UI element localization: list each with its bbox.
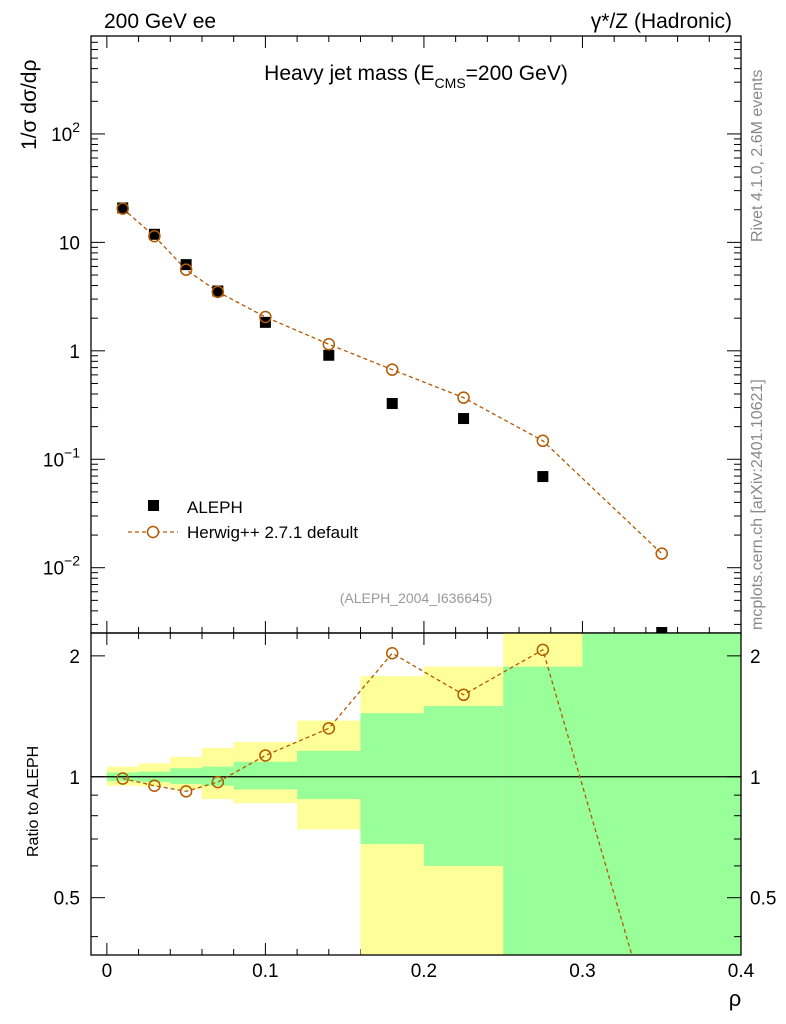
y-tick-exponent: 2	[72, 119, 80, 135]
y-tick-exponent: −2	[64, 553, 80, 569]
header-energy-label: 200 GeV ee	[104, 10, 216, 33]
x-tick-label: 0.1	[252, 961, 278, 982]
ratio-y-axis-label: Ratio to ALEPH	[25, 746, 42, 857]
ratio-herwig-point	[457, 688, 470, 702]
ratio-inner-band-2	[170, 768, 202, 784]
ratio-inner-band-5	[297, 750, 361, 800]
ratio-y-tick-label-right: 0.5	[750, 889, 776, 910]
main-plot-title: Heavy jet mass (ECMS=200 GeV)	[264, 62, 568, 91]
ratio-herwig-point	[148, 779, 161, 792]
ratio-herwig-point	[211, 775, 225, 789]
aleph-data-point	[537, 471, 549, 483]
y-tick-base: 10	[51, 125, 72, 146]
herwig-point	[457, 391, 470, 404]
herwig-point	[259, 310, 272, 324]
aleph-data-point	[458, 413, 470, 425]
ratio-y-tick-label-left: 2	[69, 647, 80, 668]
ratio-plot-frame	[90, 632, 742, 956]
herwig-point	[148, 229, 161, 243]
aleph-data-point	[386, 398, 398, 410]
main-plot-frame	[90, 35, 742, 634]
ratio-outer-low-band-0	[360, 844, 424, 955]
ratio-inner-band-4	[233, 761, 298, 790]
legend-herwig-label: Herwig++ 2.7.1 default	[187, 523, 358, 542]
x-axis-label: ρ	[729, 986, 742, 1011]
side-mcplots-label: mcplots.cern.ch [arXiv:2401.10621]	[749, 379, 766, 630]
x-tick-label: 0.3	[569, 961, 595, 982]
herwig-point	[211, 285, 225, 299]
ratio-herwig-point	[179, 785, 193, 798]
legend: ALEPH Herwig++ 2.7.1 default	[128, 498, 358, 542]
y-tick-label: 1	[69, 342, 80, 363]
ratio-herwig-point	[385, 647, 399, 660]
herwig-point	[116, 202, 129, 215]
main-y-axis-label: 1/σ dσ/dρ	[18, 60, 41, 150]
ratio-herwig-point	[116, 772, 129, 785]
ratio-herwig-point	[259, 749, 272, 762]
ratio-y-tick-label-right: 1	[750, 768, 761, 789]
ratio-inner-band-9	[582, 633, 741, 955]
herwig-point	[385, 363, 399, 376]
aleph-data-point	[148, 228, 160, 240]
header-process-label: γ*/Z (Hadronic)	[591, 10, 732, 33]
legend-aleph-marker	[148, 500, 159, 511]
herwig-point	[655, 547, 668, 560]
herwig-line	[122, 208, 663, 555]
ratio-y-tick-label-right: 2	[750, 647, 761, 668]
ratio-outer-low-band-1	[423, 865, 504, 955]
herwig-point	[536, 434, 550, 448]
y-tick-label: 10−1	[43, 444, 80, 471]
y-tick-label: 102	[51, 119, 80, 146]
y-tick-label: 10−2	[43, 553, 80, 580]
ratio-y-tick-label-left: 1	[69, 768, 80, 789]
ratio-herwig-point	[536, 643, 550, 657]
herwig-point	[322, 337, 336, 351]
ratio-y-tick-label-left: 0.5	[54, 889, 80, 910]
ratio-herwig-point	[322, 722, 336, 735]
herwig-point	[179, 263, 193, 276]
y-tick-base: 10	[43, 559, 64, 580]
ratio-series-group	[116, 643, 633, 955]
legend-aleph-label: ALEPH	[187, 498, 243, 517]
ratio-inner-band-8	[503, 666, 583, 955]
y-tick-exponent: −1	[64, 444, 80, 460]
y-tick-label: 10	[59, 233, 80, 254]
x-tick-label: 0.2	[411, 961, 437, 982]
side-rivet-label: Rivet 4.1.0, 2.6M events	[749, 69, 766, 242]
aleph-data-point	[323, 349, 335, 361]
analysis-ref-tag: (ALEPH_2004_I636645)	[340, 590, 493, 606]
aleph-data-point	[117, 202, 129, 214]
aleph-data-point	[212, 285, 224, 297]
y-tick-base: 10	[43, 450, 64, 471]
x-tick-label: 0.4	[728, 961, 755, 982]
legend-herwig-marker	[146, 525, 160, 539]
x-tick-label: 0	[102, 961, 113, 982]
